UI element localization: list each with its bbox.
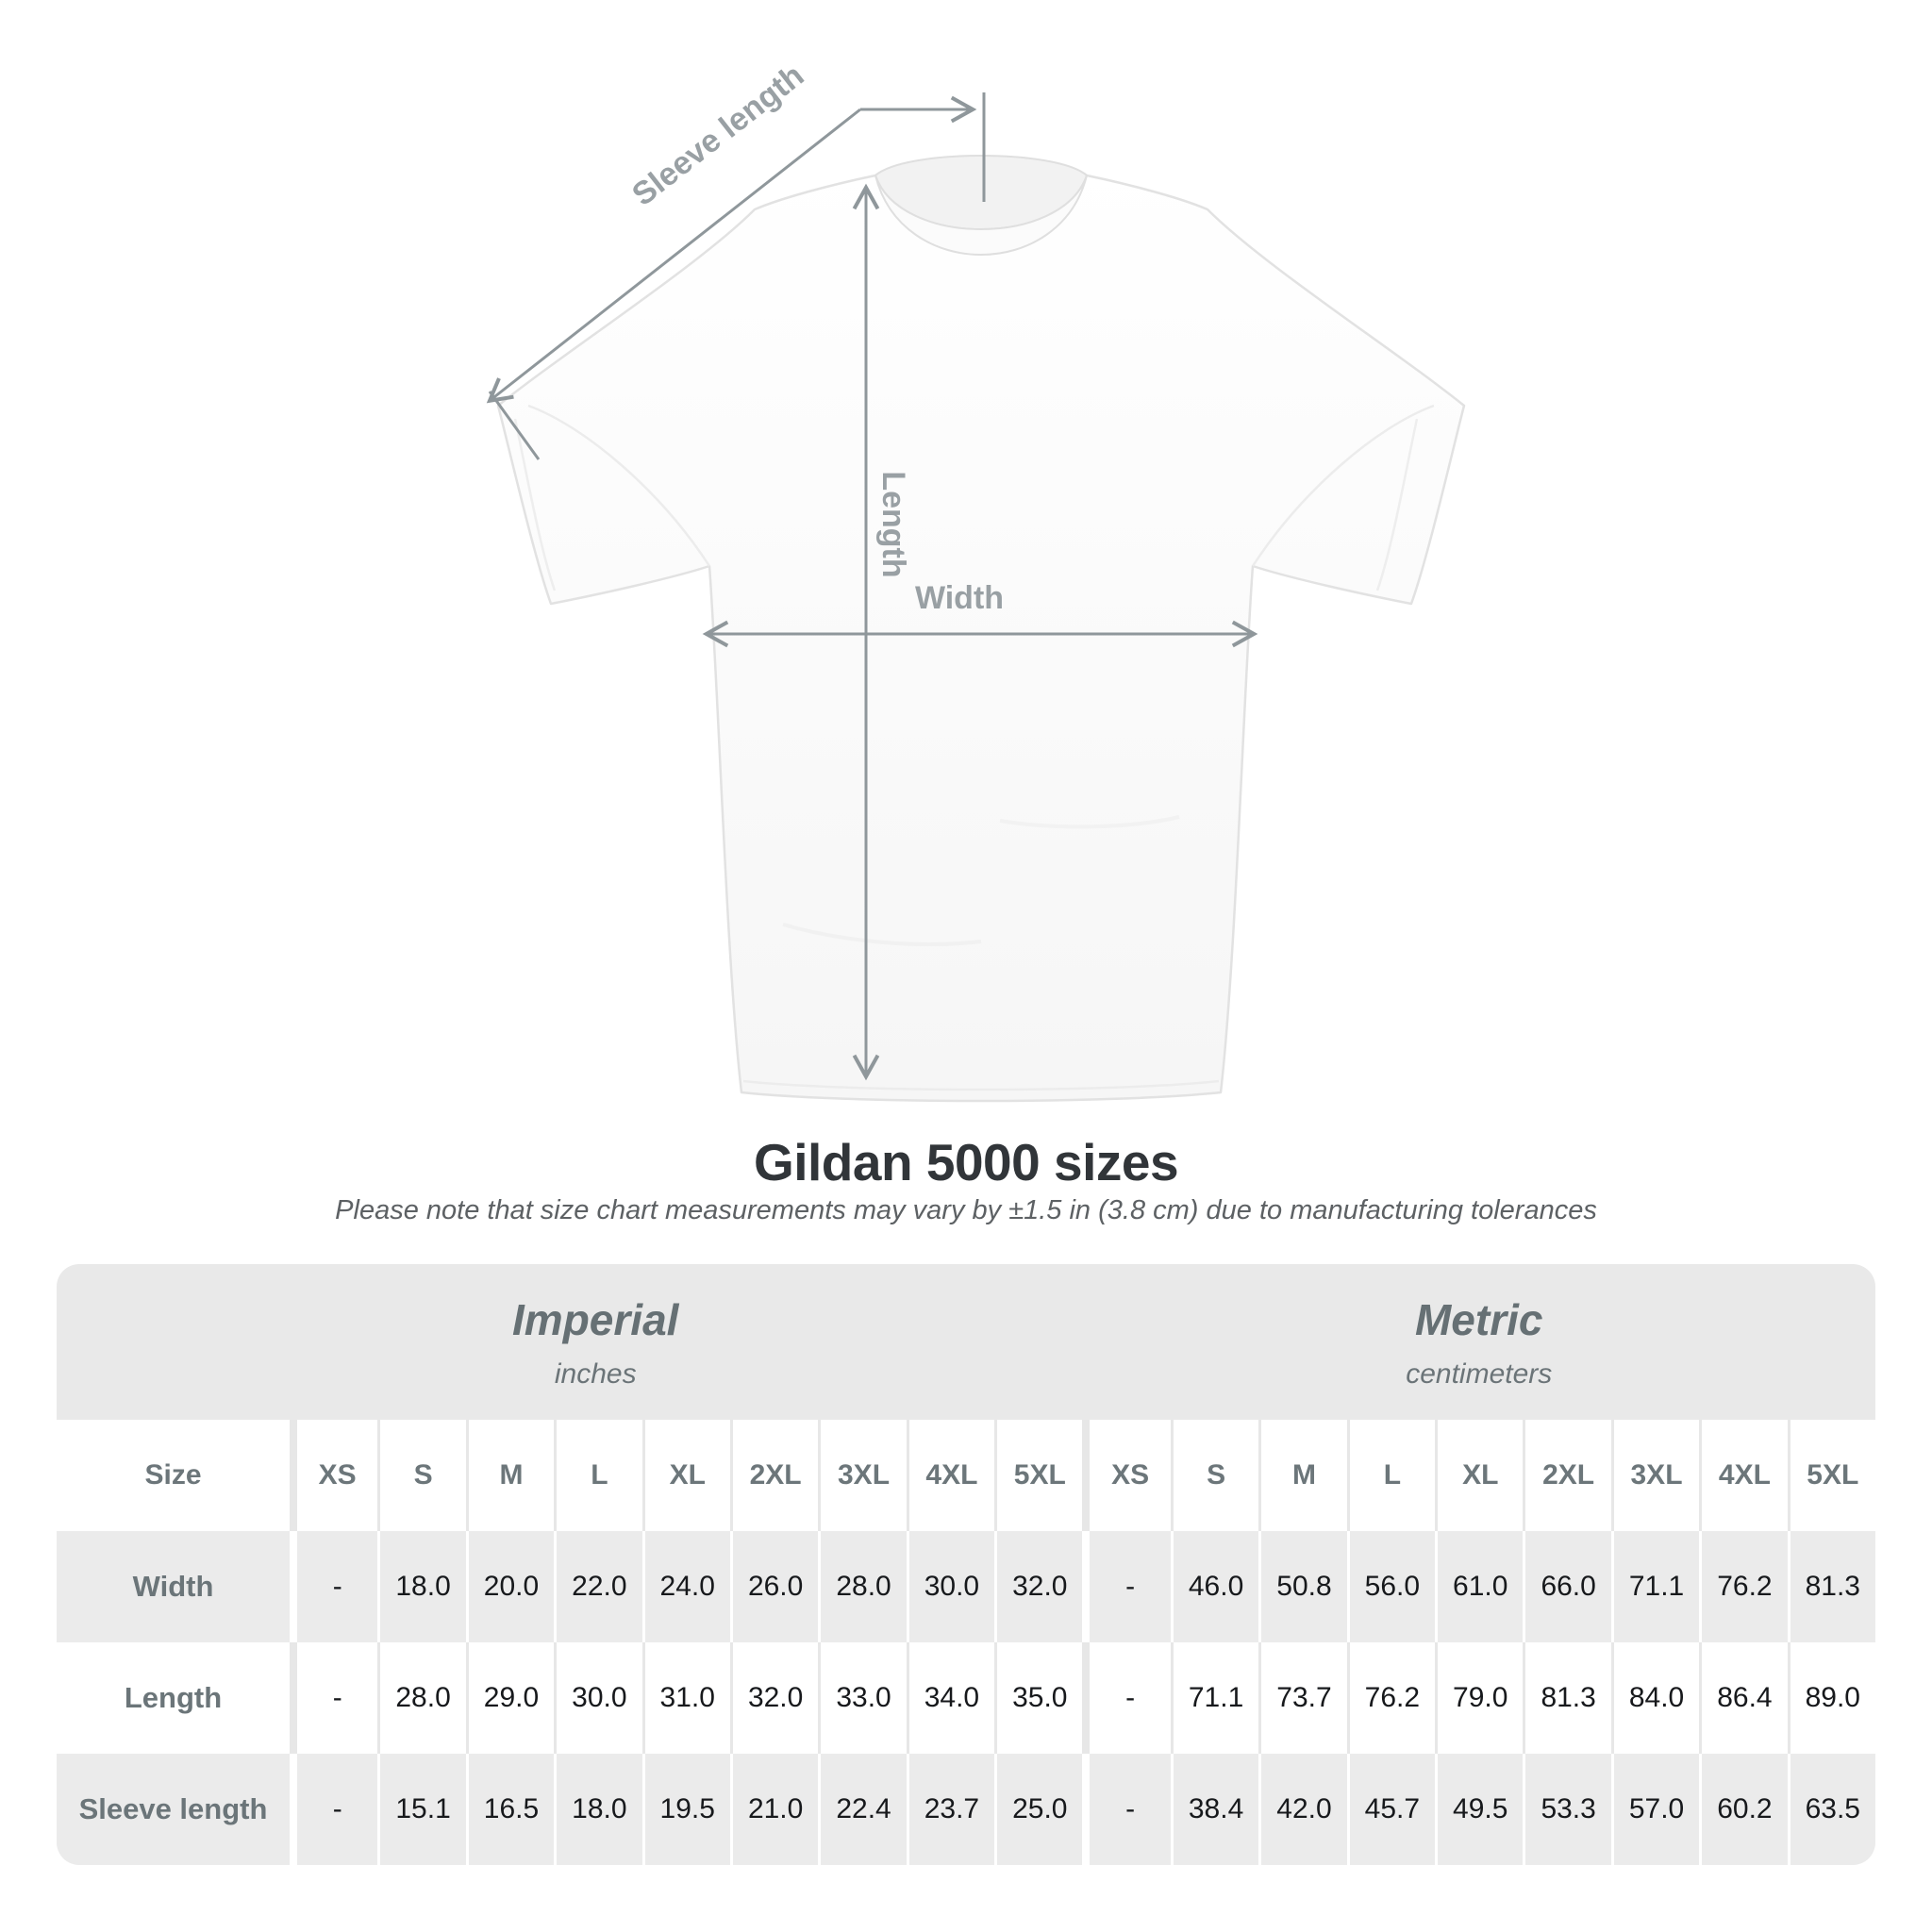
- sleeve-cuff-tick: [488, 391, 541, 460]
- value-metric-l-sleeve-length: 45.7: [1346, 1754, 1436, 1865]
- size-header-imperial-l: L: [554, 1420, 642, 1531]
- value-metric-m-sleeve-length: 42.0: [1258, 1754, 1347, 1865]
- imperial-group-unit: inches: [554, 1357, 637, 1390]
- row-label-length: Length: [57, 1642, 290, 1754]
- value-imperial-4xl-width: 30.0: [906, 1531, 995, 1642]
- value-imperial-xl-length: 31.0: [641, 1642, 730, 1754]
- size-column-header: Size: [57, 1420, 290, 1531]
- size-table: Imperial inches Metric centimeters Size X…: [57, 1264, 1875, 1865]
- sleeve-length-dimension-label: Sleeve length: [625, 58, 810, 213]
- tshirt-measurement-diagram: Sleeve length Length Width: [486, 58, 1466, 1103]
- size-header-metric-xs: XS: [1082, 1420, 1171, 1531]
- value-imperial-m-width: 20.0: [465, 1531, 555, 1642]
- value-metric-xs-width: -: [1082, 1531, 1171, 1642]
- value-metric-2xl-width: 66.0: [1523, 1531, 1611, 1642]
- value-imperial-s-sleeve-length: 15.1: [377, 1754, 466, 1865]
- size-header-metric-l: L: [1346, 1420, 1436, 1531]
- value-imperial-l-sleeve-length: 18.0: [554, 1754, 642, 1865]
- value-metric-4xl-sleeve-length: 60.2: [1699, 1754, 1788, 1865]
- width-dimension-label: Width: [915, 580, 1004, 616]
- size-header-metric-m: M: [1258, 1420, 1347, 1531]
- value-imperial-3xl-width: 28.0: [818, 1531, 907, 1642]
- value-imperial-m-length: 29.0: [465, 1642, 555, 1754]
- value-metric-5xl-sleeve-length: 63.5: [1787, 1754, 1875, 1865]
- value-metric-s-width: 46.0: [1170, 1531, 1259, 1642]
- imperial-group-header: Imperial inches: [57, 1264, 1083, 1420]
- row-label-width: Width: [57, 1531, 290, 1642]
- size-header-imperial-4xl: 4XL: [906, 1420, 995, 1531]
- value-imperial-l-width: 22.0: [554, 1531, 642, 1642]
- row-label-sleeve-length: Sleeve length: [57, 1754, 290, 1865]
- size-header-metric-s: S: [1170, 1420, 1259, 1531]
- imperial-group-title: Imperial: [512, 1294, 679, 1344]
- length-dimension-label: Length: [875, 471, 911, 577]
- value-imperial-xs-sleeve-length: -: [290, 1754, 378, 1865]
- value-metric-xl-width: 61.0: [1435, 1531, 1524, 1642]
- sleeve-length-dimension-line: [486, 108, 861, 404]
- size-header-imperial-s: S: [377, 1420, 466, 1531]
- size-header-imperial-5xl: 5XL: [994, 1420, 1083, 1531]
- value-imperial-2xl-length: 32.0: [729, 1642, 819, 1754]
- value-imperial-m-sleeve-length: 16.5: [465, 1754, 555, 1865]
- size-header-metric-3xl: 3XL: [1610, 1420, 1700, 1531]
- size-header-imperial-3xl: 3XL: [818, 1420, 907, 1531]
- value-imperial-l-length: 30.0: [554, 1642, 642, 1754]
- value-metric-l-length: 76.2: [1346, 1642, 1436, 1754]
- value-imperial-3xl-length: 33.0: [818, 1642, 907, 1754]
- value-metric-5xl-width: 81.3: [1787, 1531, 1875, 1642]
- value-metric-l-width: 56.0: [1346, 1531, 1436, 1642]
- size-header-metric-5xl: 5XL: [1787, 1420, 1875, 1531]
- value-metric-3xl-width: 71.1: [1610, 1531, 1700, 1642]
- value-metric-2xl-sleeve-length: 53.3: [1523, 1754, 1611, 1865]
- value-metric-4xl-width: 76.2: [1699, 1531, 1788, 1642]
- value-imperial-2xl-width: 26.0: [729, 1531, 819, 1642]
- value-metric-xs-length: -: [1082, 1642, 1171, 1754]
- value-metric-s-length: 71.1: [1170, 1642, 1259, 1754]
- size-header-imperial-xs: XS: [290, 1420, 378, 1531]
- value-imperial-xs-width: -: [290, 1531, 378, 1642]
- value-imperial-2xl-sleeve-length: 21.0: [729, 1754, 819, 1865]
- size-header-metric-xl: XL: [1435, 1420, 1524, 1531]
- size-header-imperial-m: M: [465, 1420, 555, 1531]
- value-imperial-s-length: 28.0: [377, 1642, 466, 1754]
- page-title: Gildan 5000 sizes: [753, 1133, 1179, 1191]
- size-header-metric-2xl: 2XL: [1523, 1420, 1611, 1531]
- metric-group-title: Metric: [1414, 1294, 1543, 1344]
- value-metric-5xl-length: 89.0: [1787, 1642, 1875, 1754]
- value-imperial-4xl-length: 34.0: [906, 1642, 995, 1754]
- value-metric-3xl-sleeve-length: 57.0: [1610, 1754, 1700, 1865]
- value-imperial-4xl-sleeve-length: 23.7: [906, 1754, 995, 1865]
- value-metric-s-sleeve-length: 38.4: [1170, 1754, 1259, 1865]
- value-metric-m-length: 73.7: [1258, 1642, 1347, 1754]
- value-metric-xl-sleeve-length: 49.5: [1435, 1754, 1524, 1865]
- value-imperial-5xl-length: 35.0: [994, 1642, 1083, 1754]
- value-metric-xs-sleeve-length: -: [1082, 1754, 1171, 1865]
- size-header-metric-4xl: 4XL: [1699, 1420, 1788, 1531]
- value-imperial-xl-sleeve-length: 19.5: [641, 1754, 730, 1865]
- size-header-imperial-xl: XL: [641, 1420, 730, 1531]
- metric-group-unit: centimeters: [1406, 1357, 1553, 1390]
- value-imperial-xl-width: 24.0: [641, 1531, 730, 1642]
- value-metric-xl-length: 79.0: [1435, 1642, 1524, 1754]
- dimension-lines: [486, 92, 1258, 1081]
- value-metric-2xl-length: 81.3: [1523, 1642, 1611, 1754]
- value-imperial-5xl-sleeve-length: 25.0: [994, 1754, 1083, 1865]
- size-header-imperial-2xl: 2XL: [729, 1420, 819, 1531]
- value-imperial-xs-length: -: [290, 1642, 378, 1754]
- page-subtitle: Please note that size chart measurements…: [335, 1195, 1597, 1225]
- value-metric-4xl-length: 86.4: [1699, 1642, 1788, 1754]
- value-metric-m-width: 50.8: [1258, 1531, 1347, 1642]
- value-metric-3xl-length: 84.0: [1610, 1642, 1700, 1754]
- value-imperial-5xl-width: 32.0: [994, 1531, 1083, 1642]
- metric-group-header: Metric centimeters: [1082, 1264, 1875, 1420]
- value-imperial-s-width: 18.0: [377, 1531, 466, 1642]
- tshirt-illustration: [496, 155, 1466, 1103]
- value-imperial-3xl-sleeve-length: 22.4: [818, 1754, 907, 1865]
